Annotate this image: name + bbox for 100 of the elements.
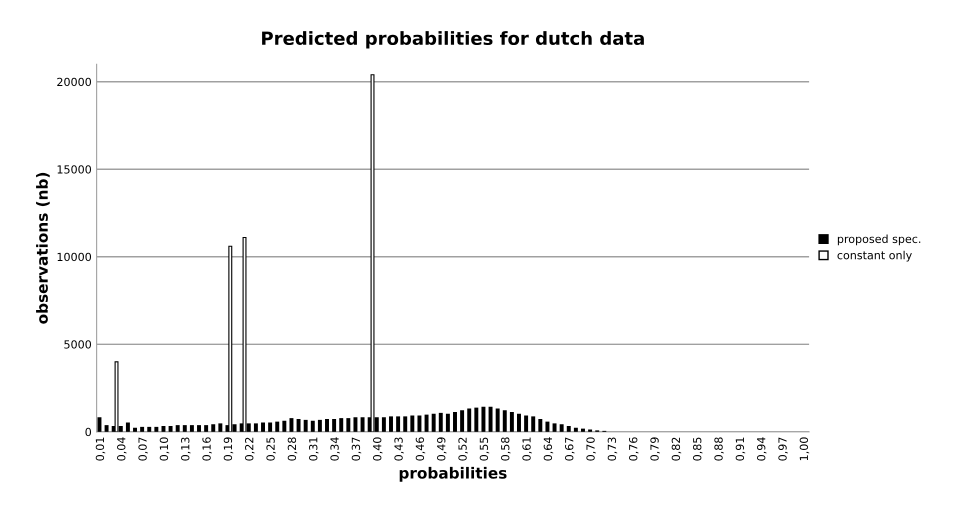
x-tick-label: 0,10 (160, 437, 170, 461)
bar (353, 417, 358, 432)
bar (410, 415, 414, 432)
x-tick-label: 0,28 (288, 437, 298, 461)
bar (310, 420, 315, 432)
bar (161, 426, 166, 432)
x-tick-label: 0,88 (714, 437, 724, 461)
bar (133, 428, 137, 432)
bar (538, 418, 542, 432)
bar (289, 418, 294, 432)
y-tick-label: 0 (85, 428, 92, 436)
x-tick-label: 0,61 (522, 438, 532, 461)
x-tick-label: 0,91 (736, 438, 746, 461)
bar (211, 424, 216, 432)
x-tick-label: 0,46 (416, 437, 426, 461)
bar (275, 422, 280, 432)
x-tick-label: 0,76 (629, 437, 639, 461)
chart-title: Predicted probabilities for dutch data (262, 31, 644, 49)
bar (296, 418, 301, 432)
y-tick-label: 20000 (57, 78, 92, 86)
bar (424, 414, 429, 432)
legend-label: constant only (837, 250, 912, 262)
x-tick-label: 0,19 (224, 437, 234, 461)
x-tick-label: 0,31 (309, 438, 319, 461)
bar (460, 410, 464, 432)
y-axis-title: observations (nb) (36, 172, 50, 324)
bar (254, 423, 258, 432)
x-tick-label: 0,16 (202, 437, 212, 461)
x-tick-label: 1,00 (800, 437, 810, 460)
x-tick-label: 0,67 (565, 438, 575, 461)
bar (140, 426, 144, 432)
x-tick-label: 0,43 (394, 438, 404, 461)
bar (261, 422, 265, 432)
x-tick-label: 0,79 (650, 437, 660, 461)
x-tick-label: 0,97 (778, 438, 788, 461)
bar (403, 416, 408, 432)
bar (97, 417, 102, 432)
x-tick-label: 0,55 (480, 438, 490, 461)
bar (581, 428, 585, 432)
bar (417, 415, 422, 432)
bar (114, 361, 119, 432)
bar (318, 420, 322, 432)
x-tick-label: 0,34 (330, 437, 340, 461)
bar (560, 424, 564, 432)
bar (531, 416, 536, 432)
bar (481, 406, 486, 432)
bar (467, 408, 472, 432)
x-tick-label: 0,82 (672, 438, 682, 461)
bar (502, 410, 507, 432)
x-tick-label: 0,94 (756, 437, 767, 461)
bar (552, 423, 557, 432)
x-tick-label: 0,01 (96, 438, 106, 461)
x-tick-label: 0,22 (245, 438, 255, 461)
bar (332, 418, 336, 432)
bar (524, 415, 528, 432)
bar (154, 426, 158, 432)
x-tick-label: 0,40 (373, 437, 383, 461)
bar (104, 425, 109, 432)
x-tick-label: 0,58 (501, 437, 511, 461)
x-tick-label: 0,07 (138, 438, 148, 461)
y-tick-label: 15000 (58, 165, 92, 174)
x-tick-label: 0,52 (458, 438, 468, 461)
x-tick-label: 0,13 (181, 438, 191, 461)
x-tick-label: 0,73 (608, 438, 618, 461)
y-tick-label: 10000 (58, 252, 92, 262)
bar (432, 414, 436, 432)
bar (517, 414, 521, 432)
bar (574, 428, 578, 432)
y-tick-label: 5000 (64, 340, 92, 349)
x-tick-label: 0,37 (352, 438, 362, 461)
bar (360, 417, 365, 432)
x-tick-label: 0,04 (117, 437, 127, 461)
bar (282, 420, 286, 432)
bar (453, 412, 457, 432)
bar (389, 416, 393, 432)
bar (204, 425, 208, 432)
bar (218, 423, 222, 432)
bar (168, 426, 173, 432)
x-tick-label: 0,49 (437, 437, 447, 461)
bar (268, 422, 272, 432)
bar (438, 412, 443, 432)
bar (190, 425, 194, 432)
bar (382, 417, 386, 432)
bar (325, 418, 329, 432)
x-tick-label: 0,64 (544, 437, 554, 461)
legend-label: proposed spec. (838, 234, 920, 246)
bar (197, 425, 201, 432)
bar (474, 408, 478, 432)
bar (126, 422, 130, 432)
bar (496, 408, 500, 432)
bar (182, 425, 187, 432)
bar (510, 412, 514, 432)
bar (176, 425, 180, 432)
bar (228, 246, 232, 432)
bar (446, 414, 450, 432)
bar (545, 422, 550, 432)
x-axis-title: probabilities (400, 466, 507, 482)
x-tick-label: 0,85 (693, 438, 703, 461)
x-tick-label: 0,70 (586, 437, 596, 461)
x-tick-label: 0,25 (266, 438, 276, 461)
